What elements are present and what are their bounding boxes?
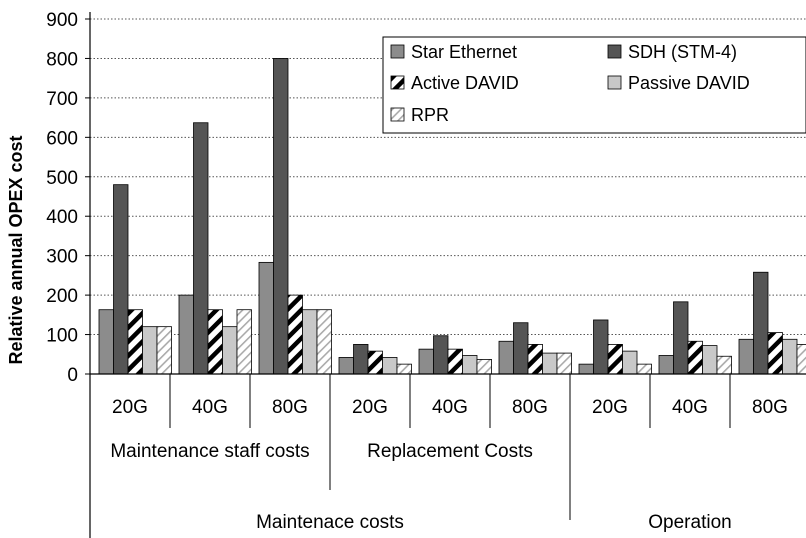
bar-active-david (207, 309, 223, 375)
top-group-label: Operation (648, 512, 731, 533)
bar-star-ethernet (738, 338, 754, 375)
bar-rpr (636, 363, 652, 375)
bar-star-ethernet (98, 309, 114, 375)
bar-passive-david (382, 357, 398, 375)
bar-rpr (556, 352, 572, 375)
x-category-label: 80G (512, 397, 548, 418)
top-group-label: Maintenace costs (256, 512, 404, 533)
y-tick-label: 200 (46, 286, 78, 307)
legend-swatch-active-david (390, 75, 405, 90)
y-tick-label: 900 (46, 10, 78, 31)
bar-passive-david (702, 345, 718, 375)
x-category-labels: 20G 40G 80G 20G 40G 80G 20G 40G 80G Maintenance s… (110, 397, 788, 533)
legend-swatch-rpr (390, 107, 405, 122)
bar-sdh-stm-4 (513, 322, 529, 375)
x-category-label: 40G (192, 397, 228, 418)
legend-label-active-david: Active DAVID (411, 73, 519, 93)
bar-passive-david (462, 355, 478, 375)
bar-sdh-stm-4 (353, 344, 369, 375)
bar-star-ethernet (578, 363, 594, 375)
category-group-label: Replacement Costs (367, 441, 533, 462)
bar-sdh-stm-4 (753, 271, 769, 375)
bar-star-ethernet (658, 355, 674, 375)
x-category-label: 80G (752, 397, 788, 418)
legend-swatch-sdh-stm-4 (607, 44, 622, 59)
x-category-label: 20G (112, 397, 148, 418)
bar-star-ethernet (418, 348, 434, 375)
y-tick-label: 0 (67, 365, 78, 386)
legend-swatch-passive-david (607, 75, 622, 90)
legend-label-sdh-stm-4: SDH (STM-4) (628, 42, 737, 62)
bar-rpr (476, 359, 492, 375)
bar-sdh-stm-4 (673, 301, 689, 375)
bar-sdh-stm-4 (593, 319, 609, 375)
x-category-label: 40G (432, 397, 468, 418)
bar-rpr (156, 326, 172, 375)
legend-label-star-ethernet: Star Ethernet (411, 42, 517, 62)
bar-sdh-stm-4 (193, 122, 209, 375)
x-category-label: 40G (672, 397, 708, 418)
y-tick-label: 600 (46, 128, 78, 149)
bar-passive-david (142, 326, 158, 375)
bars (98, 58, 806, 375)
y-tick-labels: 0 100 200 300 400 500 600 700 800 900 (46, 10, 90, 386)
axes (89, 12, 806, 538)
bar-star-ethernet (258, 261, 274, 375)
bar-active-david (767, 332, 783, 375)
y-tick-label: 300 (46, 247, 78, 268)
legend-swatch-star-ethernet (390, 44, 405, 59)
y-tick-label: 400 (46, 207, 78, 228)
y-tick-label: 800 (46, 49, 78, 70)
bar-active-david (447, 348, 463, 375)
bar-rpr (716, 355, 732, 375)
category-group-label: Maintenance staff costs (110, 441, 309, 462)
bar-rpr (796, 344, 806, 375)
bar-star-ethernet (178, 294, 194, 375)
bar-passive-david (622, 350, 638, 375)
bar-star-ethernet (498, 340, 514, 375)
bar-active-david (687, 340, 703, 375)
bar-passive-david (782, 338, 798, 375)
bar-sdh-stm-4 (273, 58, 289, 375)
y-axis-label: Relative annual OPEX cost (6, 135, 26, 364)
bar-active-david (287, 294, 303, 375)
bar-rpr (316, 309, 332, 375)
bar-passive-david (222, 326, 238, 375)
legend-box (382, 36, 806, 134)
bar-sdh-stm-4 (113, 184, 129, 375)
x-category-label: 20G (592, 397, 628, 418)
legend-label-passive-david: Passive DAVID (628, 73, 750, 93)
bar-active-david (607, 344, 623, 375)
bar-active-david (367, 350, 383, 375)
y-tick-label: 100 (46, 326, 78, 347)
x-category-label: 80G (272, 397, 308, 418)
bar-passive-david (542, 352, 558, 375)
y-tick-label: 700 (46, 89, 78, 110)
bar-active-david (527, 344, 543, 375)
legend-label-rpr: RPR (411, 105, 449, 125)
bar-active-david (127, 309, 143, 375)
x-category-label: 20G (352, 397, 388, 418)
y-tick-label: 500 (46, 168, 78, 189)
bar-sdh-stm-4 (433, 335, 449, 375)
bar-rpr (396, 363, 412, 375)
bar-rpr (236, 309, 252, 375)
legend: Star Ethernet SDH (STM-4) Active DAVID Pass… (382, 36, 806, 134)
bar-star-ethernet (338, 357, 354, 375)
bar-passive-david (302, 309, 318, 375)
